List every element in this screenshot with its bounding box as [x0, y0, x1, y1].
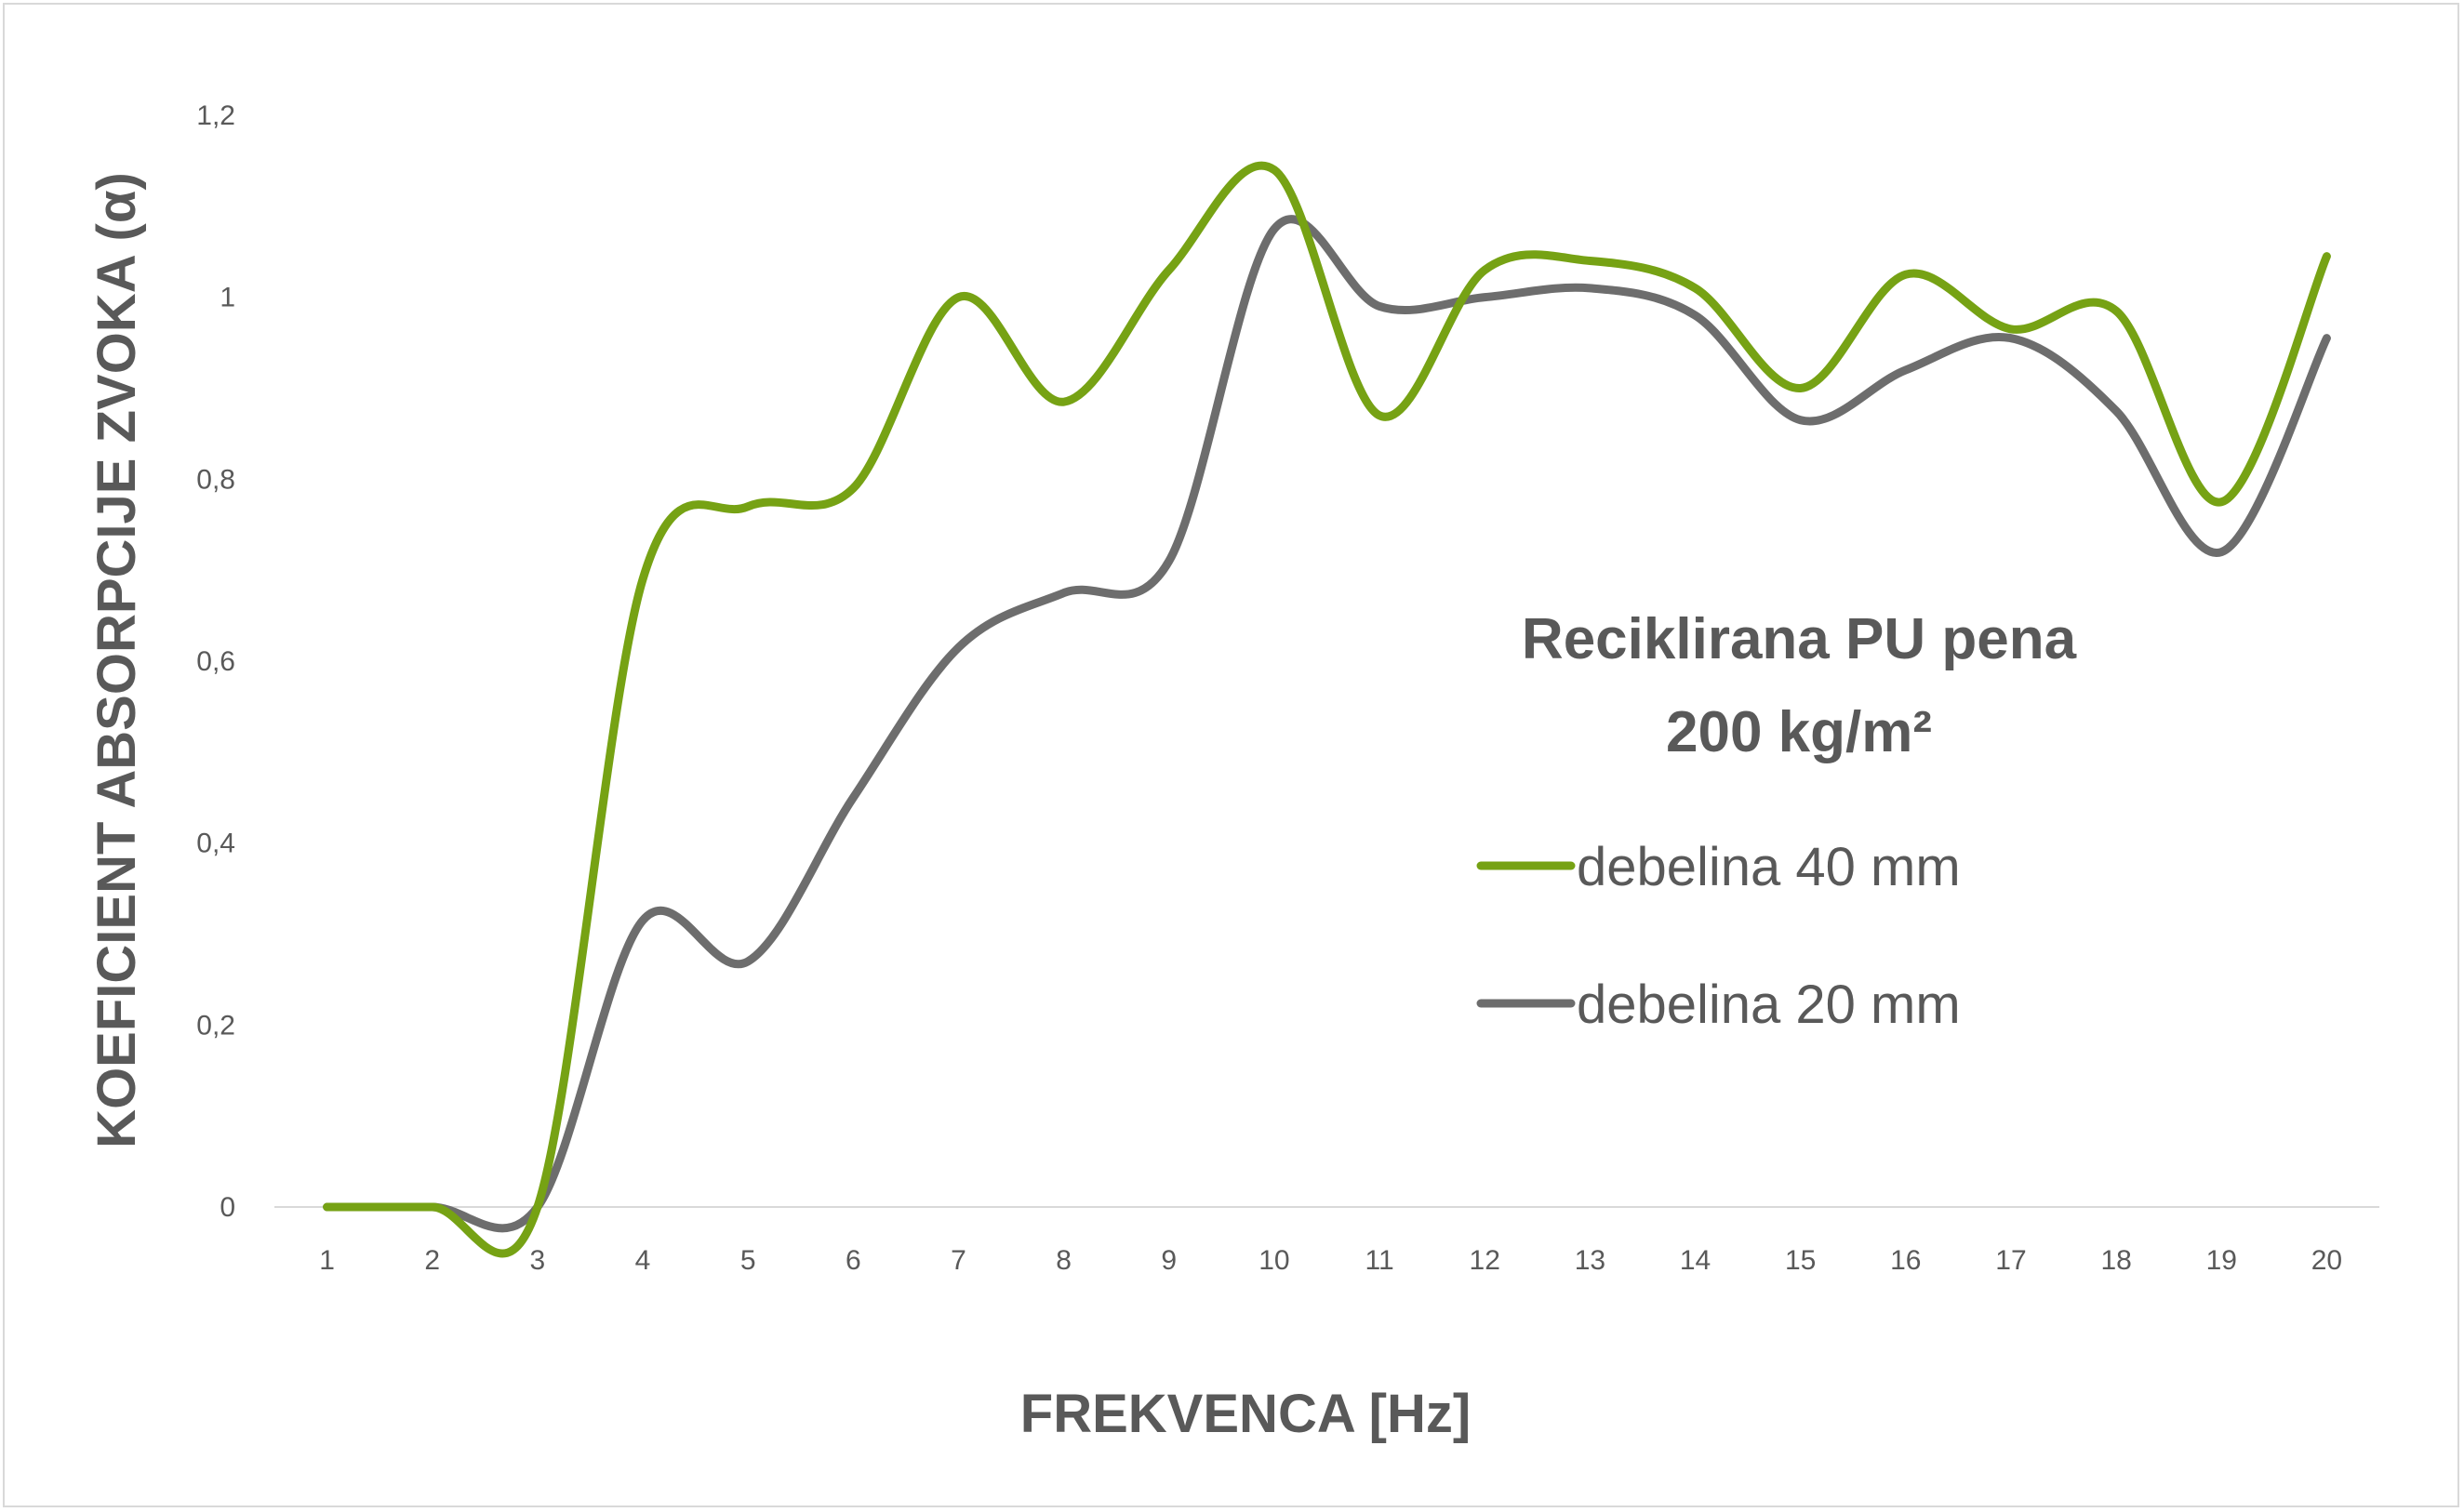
x-tick-label: 2: [424, 1245, 440, 1276]
legend-label-40mm: debelina 40 mm: [1577, 837, 1961, 897]
y-tick-label: 0,2: [196, 1010, 235, 1041]
y-tick-label: 1,2: [196, 100, 235, 131]
legend-label-20mm: debelina 20 mm: [1577, 975, 1961, 1035]
y-tick-label: 0,8: [196, 464, 235, 495]
chart-title-line2: 200 kg/m²: [1666, 700, 1932, 764]
x-tick-label: 12: [1470, 1245, 1500, 1276]
x-tick-label: 4: [635, 1245, 651, 1276]
x-tick-label: 17: [1995, 1245, 2026, 1276]
series-layer: [323, 161, 2331, 1258]
x-tick-label: 13: [1575, 1245, 1605, 1276]
x-tick-label: 15: [1785, 1245, 1816, 1276]
x-tick-label: 3: [530, 1245, 546, 1276]
y-tick-label: 1: [220, 283, 235, 313]
x-axis-title: FREKVENCA [Hz]: [1020, 1384, 1471, 1444]
label-layer: 00,20,40,60,811,21 2 3 4 5 6 7 8 9 10 11 12 13 14 15 16…: [196, 100, 2342, 1276]
x-tick-label: 10: [1259, 1245, 1289, 1276]
x-tick-label: 16: [1890, 1245, 1921, 1276]
x-tick-label: 1: [319, 1245, 335, 1276]
x-tick-label: 8: [1056, 1245, 1072, 1276]
x-tick-label: 14: [1680, 1245, 1711, 1276]
series-line-40mm: [323, 161, 2331, 1258]
x-tick-label: 20: [2311, 1245, 2342, 1276]
x-tick-label: 11: [1365, 1245, 1393, 1276]
x-tick-label: 7: [951, 1245, 966, 1276]
x-tick-label: 6: [846, 1245, 861, 1276]
legend: debelina 40 mm debelina 20 mm: [1476, 837, 1961, 1035]
x-tick-label: 9: [1161, 1245, 1177, 1276]
chart-svg: 00,20,40,60,811,21 2 3 4 5 6 7 8 9 10 11 12 13 14 15 16…: [87, 100, 2379, 1444]
y-tick-label: 0,4: [196, 829, 235, 859]
series-line-20mm: [323, 215, 2331, 1233]
chart-frame: 0 0,2 0,4 0,6 0,8 1 1,2 1 2 3 4 5 6 7 8 9 10 11 12 13 14 15 16…: [3, 3, 2459, 1507]
y-axis-title: KOEFICIENT ABSORPCIJE ZVOKA (α): [87, 172, 147, 1148]
chart-title-line1: Reciklirana PU pena: [1522, 607, 2077, 671]
x-tick-label: 5: [740, 1245, 756, 1276]
x-tick-label: 19: [2206, 1245, 2237, 1276]
y-tick-label: 0,6: [196, 646, 235, 677]
x-tick-label: 18: [2100, 1245, 2131, 1276]
y-tick-label: 0: [220, 1192, 235, 1223]
